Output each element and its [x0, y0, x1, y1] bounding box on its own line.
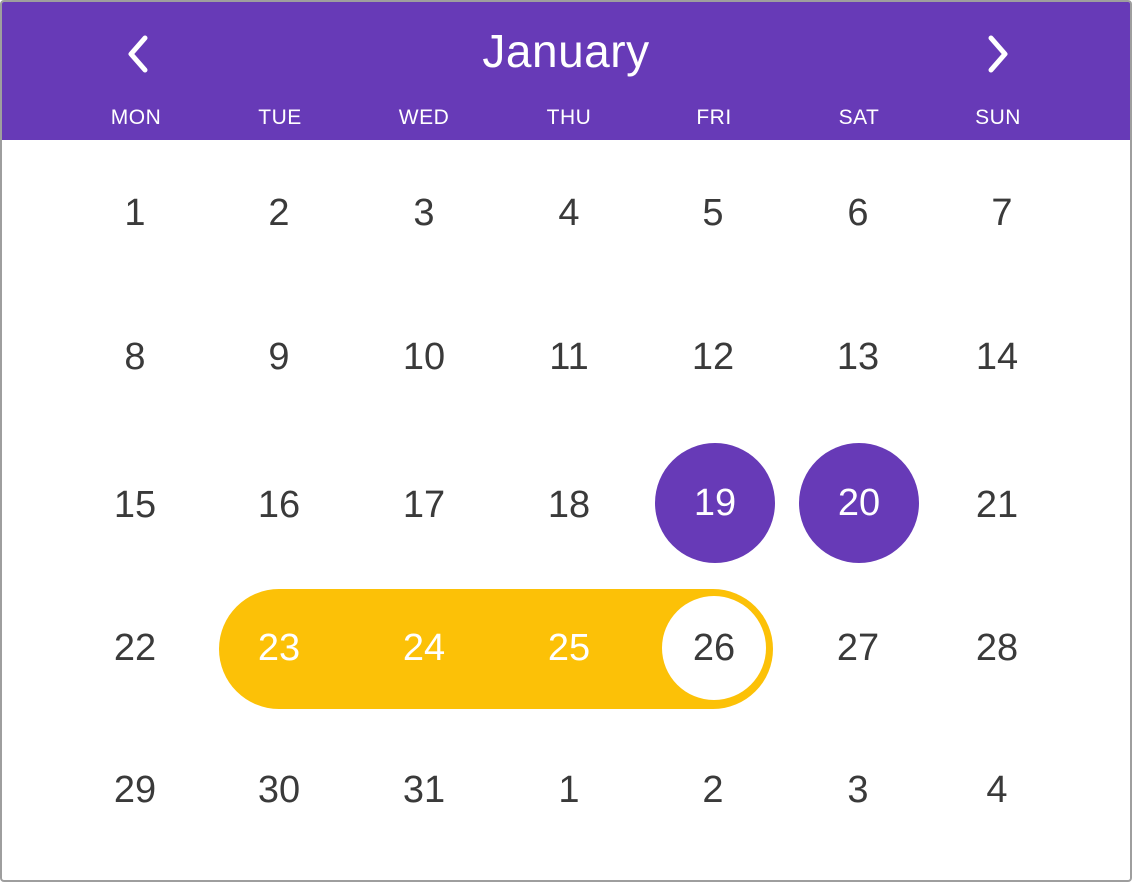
- day-cell[interactable]: 2: [268, 191, 290, 234]
- day-cell[interactable]: 17: [402, 483, 446, 526]
- day-cell[interactable]: 27: [836, 626, 880, 669]
- day-cell[interactable]: 4: [986, 768, 1008, 811]
- day-cell[interactable]: 6: [847, 191, 869, 234]
- chevron-left-icon: [128, 35, 148, 73]
- weekday-fri: FRI: [696, 106, 732, 129]
- day-cell[interactable]: 16: [257, 483, 301, 526]
- day-cell-in-range[interactable]: 24: [402, 626, 446, 669]
- chevron-right-icon: [988, 35, 1008, 73]
- day-cell[interactable]: 28: [975, 626, 1019, 669]
- day-cell[interactable]: 3: [413, 191, 435, 234]
- day-cell[interactable]: 30: [257, 768, 301, 811]
- day-cell[interactable]: 2: [702, 768, 724, 811]
- day-cell[interactable]: 29: [113, 768, 157, 811]
- weekday-thu: THU: [546, 106, 592, 129]
- day-cell[interactable]: 4: [558, 191, 580, 234]
- day-cell[interactable]: 21: [975, 483, 1019, 526]
- weekday-sat: SAT: [838, 106, 880, 129]
- day-cell[interactable]: 9: [268, 335, 290, 378]
- day-cell-range-end[interactable]: 26: [662, 596, 766, 700]
- day-cell-in-range[interactable]: 25: [547, 626, 591, 669]
- day-cell[interactable]: 12: [691, 335, 735, 378]
- day-cell[interactable]: 5: [702, 191, 724, 234]
- day-cell[interactable]: 3: [847, 768, 869, 811]
- day-cell-range-start[interactable]: 23: [257, 626, 301, 669]
- weekday-wed: WED: [398, 106, 450, 129]
- month-title: January: [482, 25, 650, 77]
- day-cell[interactable]: 31: [402, 768, 446, 811]
- calendar-header: January MON TUE WED THU FRI SAT SUN: [2, 2, 1130, 140]
- day-cell[interactable]: 10: [402, 335, 446, 378]
- day-cell[interactable]: 8: [124, 335, 146, 378]
- day-cell[interactable]: 22: [113, 626, 157, 669]
- day-cell[interactable]: 14: [975, 335, 1019, 378]
- next-month-button[interactable]: [974, 28, 1022, 80]
- weekday-tue: TUE: [258, 106, 302, 129]
- day-cell[interactable]: 7: [991, 191, 1013, 234]
- prev-month-button[interactable]: [114, 28, 162, 80]
- day-cell[interactable]: 15: [113, 483, 157, 526]
- day-cell-selected[interactable]: 20: [799, 443, 919, 563]
- day-cell-selected[interactable]: 19: [655, 443, 775, 563]
- day-cell[interactable]: 1: [558, 768, 580, 811]
- weekday-sun: SUN: [975, 106, 1021, 129]
- weekday-mon: MON: [110, 106, 162, 129]
- day-cell[interactable]: 13: [836, 335, 880, 378]
- day-cell[interactable]: 18: [547, 483, 591, 526]
- day-cell[interactable]: 1: [124, 191, 146, 234]
- day-cell[interactable]: 11: [549, 335, 589, 378]
